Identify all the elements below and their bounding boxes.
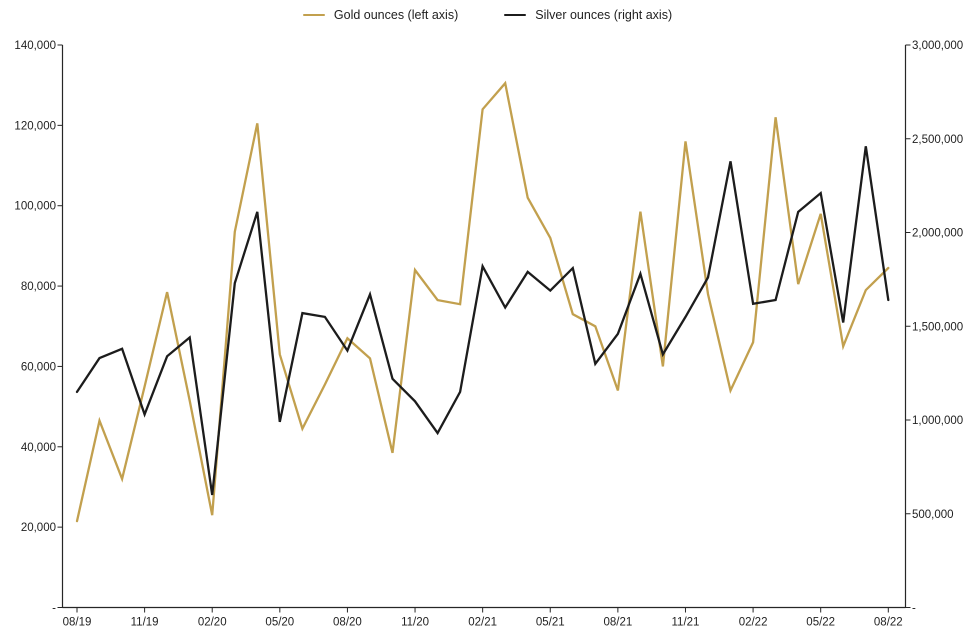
left-axis-tick-label: 60,000 [21, 361, 56, 373]
left-axis-tick-label: - [52, 603, 56, 615]
x-axis-tick-label: 02/20 [198, 617, 227, 629]
gold-series-line [75, 80, 890, 523]
x-axis-tick-label: 11/19 [131, 617, 159, 629]
right-axis-tick-label: 2,000,000 [912, 228, 963, 240]
x-axis-tick-label: 02/21 [468, 617, 497, 629]
left-axis-tick-label: 20,000 [21, 522, 56, 534]
x-axis-tick-label: 05/20 [265, 617, 294, 629]
right-axis-tick-label: 3,000,000 [912, 40, 963, 52]
right-axis-tick-label: 1,500,000 [912, 321, 963, 333]
legend-item-gold: Gold ounces (left axis) [302, 8, 459, 22]
silver-series-line [75, 146, 890, 496]
right-axis-tick-label: 500,000 [912, 509, 954, 521]
legend-item-silver: Silver ounces (right axis) [504, 8, 672, 22]
right-axis-tick-label: 2,500,000 [912, 134, 963, 146]
x-axis-tick-label: 08/20 [333, 617, 362, 629]
series-lines [75, 80, 890, 523]
left-axis-tick-label: 140,000 [14, 40, 56, 52]
tick-marks [57, 44, 911, 613]
axis-tick-labels: 140,000 120,000 100,000 80,000 60,000 40,000 2… [14, 40, 963, 629]
left-axis-tick-label: 120,000 [14, 120, 56, 132]
chart-legend: Gold ounces (left axis) Silver ounces (r… [0, 8, 975, 22]
x-axis-tick-label: 08/19 [63, 617, 92, 629]
x-axis-tick-label: 02/22 [739, 617, 768, 629]
x-axis-tick-label: 11/21 [672, 617, 700, 629]
x-axis-tick-label: 11/20 [401, 617, 429, 629]
left-axis-tick-label: 40,000 [21, 442, 56, 454]
left-axis-tick-label: 100,000 [14, 201, 56, 213]
silver-line-swatch-icon [504, 13, 527, 17]
left-axis-tick-label: 80,000 [21, 281, 56, 293]
x-axis-tick-label: 08/22 [874, 617, 903, 629]
legend-label-gold: Gold ounces (left axis) [333, 8, 459, 22]
x-axis-tick-label: 08/21 [603, 617, 632, 629]
right-axis-tick-label: - [912, 603, 916, 615]
axes [61, 45, 907, 609]
right-axis-tick-label: 1,000,000 [912, 415, 963, 427]
x-axis-tick-label: 05/21 [536, 617, 565, 629]
x-axis-tick-label: 05/22 [806, 617, 835, 629]
gold-line-swatch-icon [302, 13, 325, 17]
legend-label-silver: Silver ounces (right axis) [535, 8, 673, 22]
